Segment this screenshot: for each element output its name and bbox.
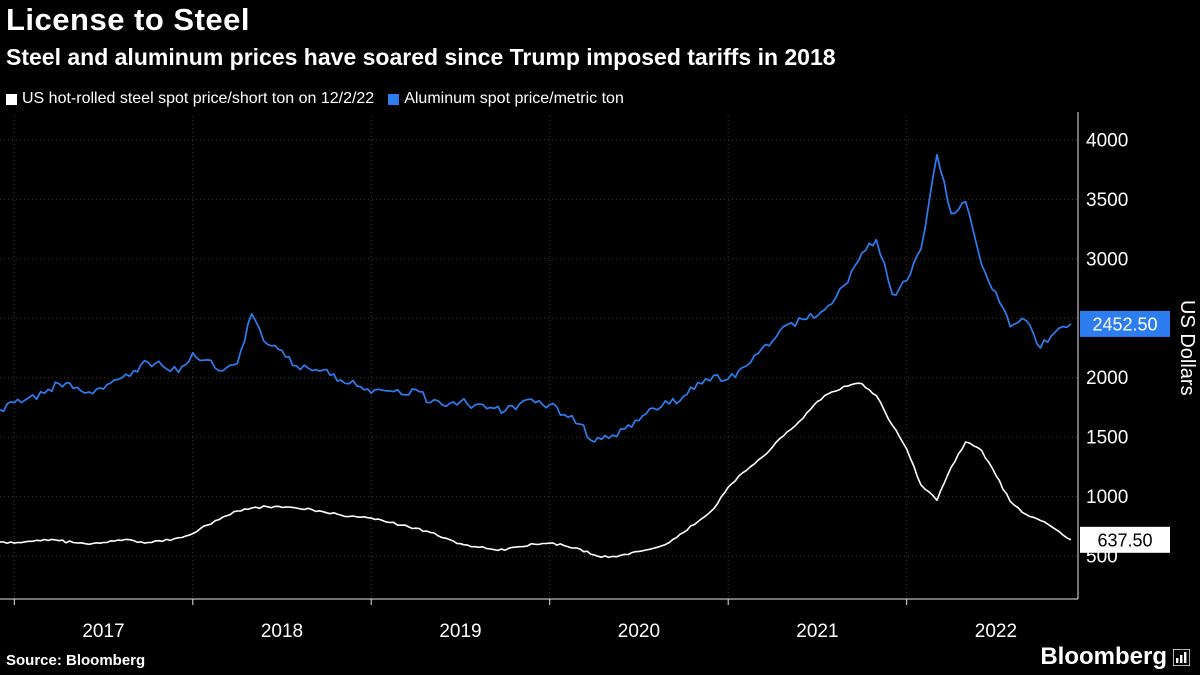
steel-swatch-icon [6, 93, 17, 105]
bloomberg-logo: Bloomberg [1040, 643, 1190, 671]
chart-subtitle: Steel and aluminum prices have soared si… [6, 44, 836, 70]
svg-text:4000: 4000 [1086, 130, 1128, 151]
bloomberg-wordmark: Bloomberg [1040, 643, 1167, 670]
svg-text:2452.50: 2452.50 [1092, 314, 1157, 334]
svg-text:1000: 1000 [1086, 487, 1128, 508]
svg-text:3500: 3500 [1086, 190, 1128, 211]
bloomberg-chart-icon [1173, 648, 1190, 666]
legend: US hot-rolled steel spot price/short ton… [6, 90, 624, 108]
svg-text:2021: 2021 [796, 621, 838, 642]
svg-text:2018: 2018 [261, 621, 303, 642]
y-axis-title: US Dollars [1176, 300, 1198, 396]
svg-text:2022: 2022 [975, 621, 1017, 642]
legend-label-aluminum: Aluminum spot price/metric ton [404, 90, 624, 107]
source-attribution: Source: Bloomberg [6, 652, 146, 669]
legend-item-steel: US hot-rolled steel spot price/short ton… [6, 90, 374, 108]
svg-text:3000: 3000 [1086, 249, 1128, 270]
svg-text:2020: 2020 [618, 621, 660, 642]
legend-label-steel: US hot-rolled steel spot price/short ton… [22, 90, 375, 107]
legend-item-aluminum: Aluminum spot price/metric ton [388, 90, 624, 108]
aluminum-swatch-icon [388, 93, 400, 105]
page-title: License to Steel [6, 2, 251, 37]
svg-text:637.50: 637.50 [1097, 530, 1152, 550]
svg-text:2017: 2017 [82, 621, 124, 642]
svg-text:2019: 2019 [439, 621, 481, 642]
svg-text:2000: 2000 [1086, 368, 1128, 389]
svg-text:1500: 1500 [1086, 428, 1128, 449]
